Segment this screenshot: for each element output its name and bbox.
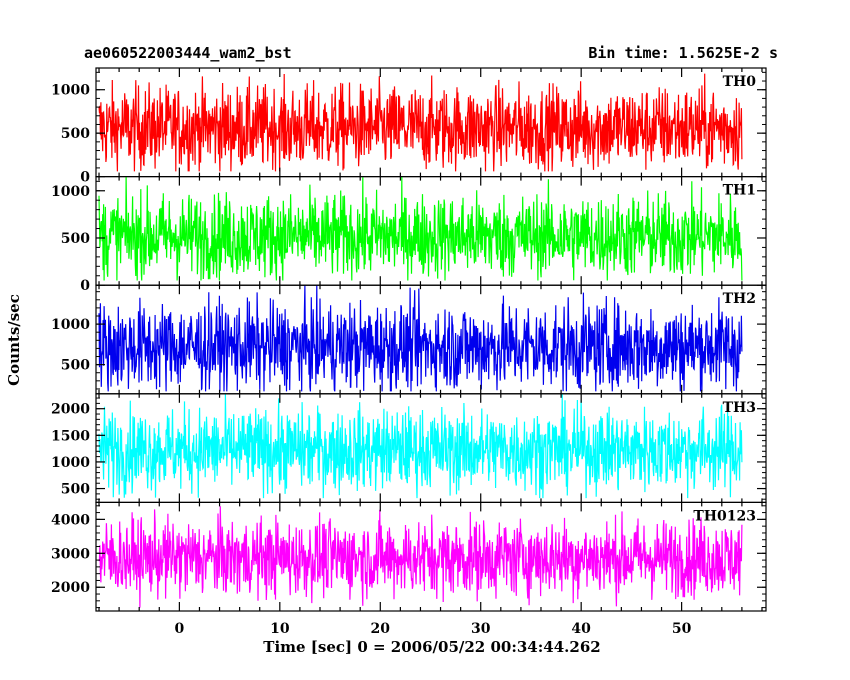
- y-tick-label: 1000: [51, 317, 90, 333]
- y-tick-label: 500: [61, 231, 90, 247]
- chart-title-right: Bin time: 1.5625E-2 s: [588, 44, 778, 62]
- chart-title-left: ae060522003444_wam2_bst: [84, 44, 292, 62]
- series-line-th1: [98, 176, 743, 281]
- x-axis-label: Time [sec] 0 = 2006/05/22 00:34:44.262: [263, 638, 601, 656]
- y-tick-label: 2000: [51, 402, 90, 418]
- x-tick-label: 30: [471, 621, 491, 637]
- series-line-th3: [98, 394, 743, 499]
- panel-label-th3: TH3: [723, 400, 756, 416]
- panel-frame: [95, 501, 767, 612]
- x-tick-label: 40: [571, 621, 591, 637]
- y-tick-label: 1000: [51, 184, 90, 200]
- y-axis-label: Counts/sec: [5, 294, 23, 386]
- y-tick-label: 1000: [51, 83, 90, 99]
- y-tick-label: 2000: [51, 580, 90, 596]
- y-tick-label: 0: [80, 278, 90, 294]
- y-tick-label: 500: [61, 126, 90, 142]
- y-tick-label: 500: [61, 482, 90, 498]
- series-line-th0: [98, 73, 743, 172]
- panel-label-th0: TH0: [723, 74, 757, 90]
- y-tick-label: 3000: [51, 546, 90, 562]
- y-tick-label: 4000: [51, 512, 90, 528]
- x-tick-label: 0: [174, 621, 184, 637]
- panel-label-th1: TH1: [723, 183, 756, 199]
- y-tick-label: 1000: [51, 455, 90, 471]
- x-tick-label: 20: [371, 621, 391, 637]
- series-line-th2: [98, 285, 743, 392]
- x-tick-label: 50: [672, 621, 692, 637]
- y-tick-label: 500: [61, 358, 90, 374]
- y-tick-label: 1500: [51, 428, 90, 444]
- panel-label-th0123: TH0123: [693, 508, 756, 524]
- panel-label-th2: TH2: [723, 291, 756, 307]
- x-tick-label: 10: [270, 621, 290, 637]
- y-tick-label: 0: [80, 170, 90, 186]
- series-line-th0123: [98, 506, 743, 608]
